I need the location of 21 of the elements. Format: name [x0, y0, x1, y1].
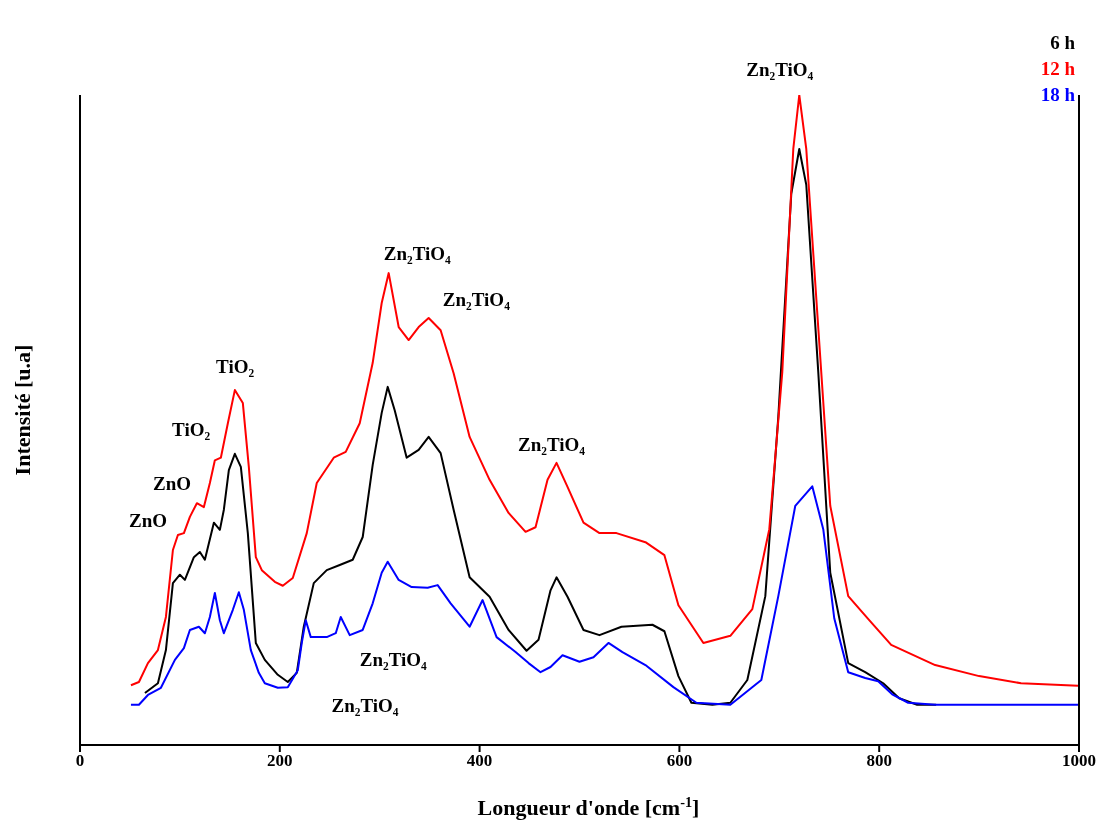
- annotation: ZnO: [129, 509, 168, 531]
- annotation: ZnO: [153, 472, 192, 494]
- annotation: TiO₂: [172, 419, 211, 441]
- y-axis-title: Intensité [u.a]: [10, 344, 35, 476]
- text: 6 h: [1050, 31, 1076, 53]
- annotation: Zn₂TiO₄: [331, 694, 399, 716]
- x-tick-label: 0: [75, 751, 85, 771]
- annotation: Zn₂TiO₄: [517, 434, 586, 456]
- annotation: Zn₂TiO₄: [746, 58, 814, 80]
- text: 18 h: [1040, 83, 1076, 105]
- annotation: TiO₂: [216, 355, 255, 377]
- x-tick-label: 600: [666, 751, 693, 771]
- x-tick-label: 400: [466, 751, 493, 771]
- x-tick-label: 200: [267, 751, 293, 771]
- annotation: Zn₂TiO₄: [359, 649, 428, 671]
- annotation: Zn₂TiO₄: [383, 242, 452, 264]
- x-tick-label: 1000: [1062, 751, 1096, 771]
- text: 12 h: [1040, 57, 1076, 79]
- x-tick-label: 800: [866, 751, 892, 771]
- x-axis-title: Longueur d'onde [cm$^{-1}$]: [477, 794, 700, 820]
- annotation: Zn₂TiO₄: [442, 289, 511, 311]
